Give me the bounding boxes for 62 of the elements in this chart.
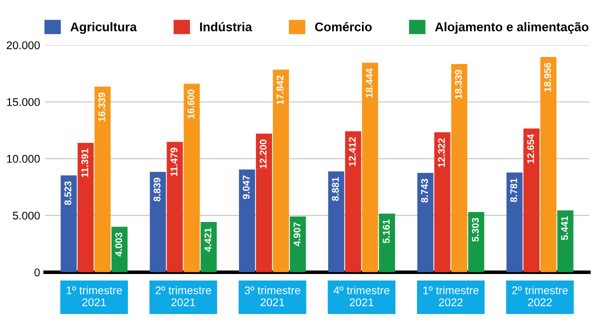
bar bbox=[60, 175, 77, 272]
bar bbox=[94, 86, 111, 272]
legend-label: Alojamento e alimentação bbox=[435, 22, 588, 34]
y-tick-label: 20.000 bbox=[6, 41, 40, 50]
data-label: 4.907 bbox=[294, 222, 300, 246]
data-label: 8.839 bbox=[154, 178, 160, 202]
data-label: 5.303 bbox=[472, 218, 479, 242]
data-label: 5.441 bbox=[561, 216, 568, 240]
data-label: 9.047 bbox=[242, 175, 250, 200]
bar bbox=[378, 214, 396, 272]
data-label: 12.654 bbox=[527, 134, 534, 164]
data-label: 17.842 bbox=[276, 76, 284, 104]
data-label: 8.781 bbox=[510, 178, 518, 202]
data-label: 11.391 bbox=[81, 148, 88, 177]
data-label: 11.479 bbox=[170, 148, 178, 176]
data-label: 5.161 bbox=[382, 219, 390, 244]
legend-label: Agricultura bbox=[70, 22, 137, 34]
data-label: 16.600 bbox=[187, 90, 194, 118]
bar bbox=[434, 132, 450, 272]
legend-label: Indústria bbox=[200, 22, 252, 32]
y-tick-label: 15.000 bbox=[7, 98, 40, 106]
y-tick-label: 5.000 bbox=[12, 212, 40, 220]
data-label: 18.444 bbox=[366, 68, 373, 98]
legend-label: Comércio bbox=[315, 22, 372, 32]
y-tick-label: 0 bbox=[34, 268, 40, 276]
x-tick-label: 1º trimestre 2022 bbox=[423, 286, 479, 306]
data-label: 12.200 bbox=[260, 140, 267, 168]
bar bbox=[362, 62, 378, 272]
bar bbox=[345, 131, 362, 272]
data-label: 12.322 bbox=[438, 138, 445, 167]
data-label: 8.743 bbox=[421, 178, 428, 202]
data-label: 4.421 bbox=[204, 228, 212, 252]
bar bbox=[290, 216, 306, 272]
bar bbox=[166, 142, 183, 272]
bar bbox=[417, 172, 434, 272]
data-label: 4.003 bbox=[115, 232, 122, 256]
x-tick-label: 2º trimestre 2021 bbox=[156, 286, 212, 306]
data-label: 12.412 bbox=[348, 137, 356, 166]
data-label: 8.881 bbox=[332, 177, 339, 201]
data-label: 18.339 bbox=[454, 70, 462, 99]
bar bbox=[506, 172, 523, 272]
bar bbox=[540, 56, 556, 272]
bar bbox=[150, 172, 166, 272]
bar bbox=[451, 64, 468, 272]
bar bbox=[328, 171, 344, 272]
bar bbox=[523, 128, 540, 272]
bar bbox=[272, 70, 289, 272]
bar bbox=[256, 134, 272, 272]
x-tick-label: 4º trimestre 2021 bbox=[334, 286, 390, 306]
y-tick-label: 10.000 bbox=[7, 154, 40, 163]
bar bbox=[200, 222, 217, 272]
bar bbox=[78, 142, 94, 272]
bar bbox=[557, 210, 574, 272]
x-tick-label: 2º trimestre 2022 bbox=[512, 286, 568, 306]
bar bbox=[238, 169, 256, 272]
data-label: 16.339 bbox=[98, 92, 106, 122]
data-label: 8.523 bbox=[64, 181, 72, 205]
bar bbox=[184, 84, 200, 272]
x-tick-label: 1º trimestre 2021 bbox=[66, 286, 122, 306]
x-tick-label: 3º trimestre 2021 bbox=[244, 286, 300, 306]
data-label: 18.956 bbox=[544, 62, 552, 92]
bar bbox=[468, 212, 484, 272]
